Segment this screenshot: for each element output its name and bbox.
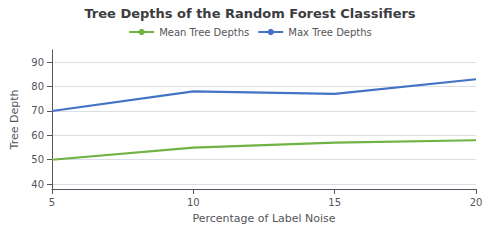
svg-text:40: 40 <box>31 179 44 190</box>
svg-text:15: 15 <box>328 197 341 208</box>
svg-text:50: 50 <box>31 154 44 165</box>
svg-text:Percentage of Label Noise: Percentage of Label Noise <box>192 212 335 225</box>
svg-text:10: 10 <box>187 197 200 208</box>
svg-text:Mean Tree Depths: Mean Tree Depths <box>159 27 249 38</box>
svg-text:20: 20 <box>470 197 483 208</box>
svg-text:60: 60 <box>31 130 44 141</box>
svg-text:90: 90 <box>31 57 44 68</box>
svg-text:5: 5 <box>49 197 55 208</box>
svg-text:Max Tree Depths: Max Tree Depths <box>288 27 372 38</box>
svg-text:70: 70 <box>31 105 44 116</box>
svg-text:80: 80 <box>31 81 44 92</box>
svg-text:Tree Depths of the Random Fore: Tree Depths of the Random Forest Classif… <box>84 6 415 21</box>
svg-text:Tree Depth: Tree Depth <box>8 90 21 151</box>
